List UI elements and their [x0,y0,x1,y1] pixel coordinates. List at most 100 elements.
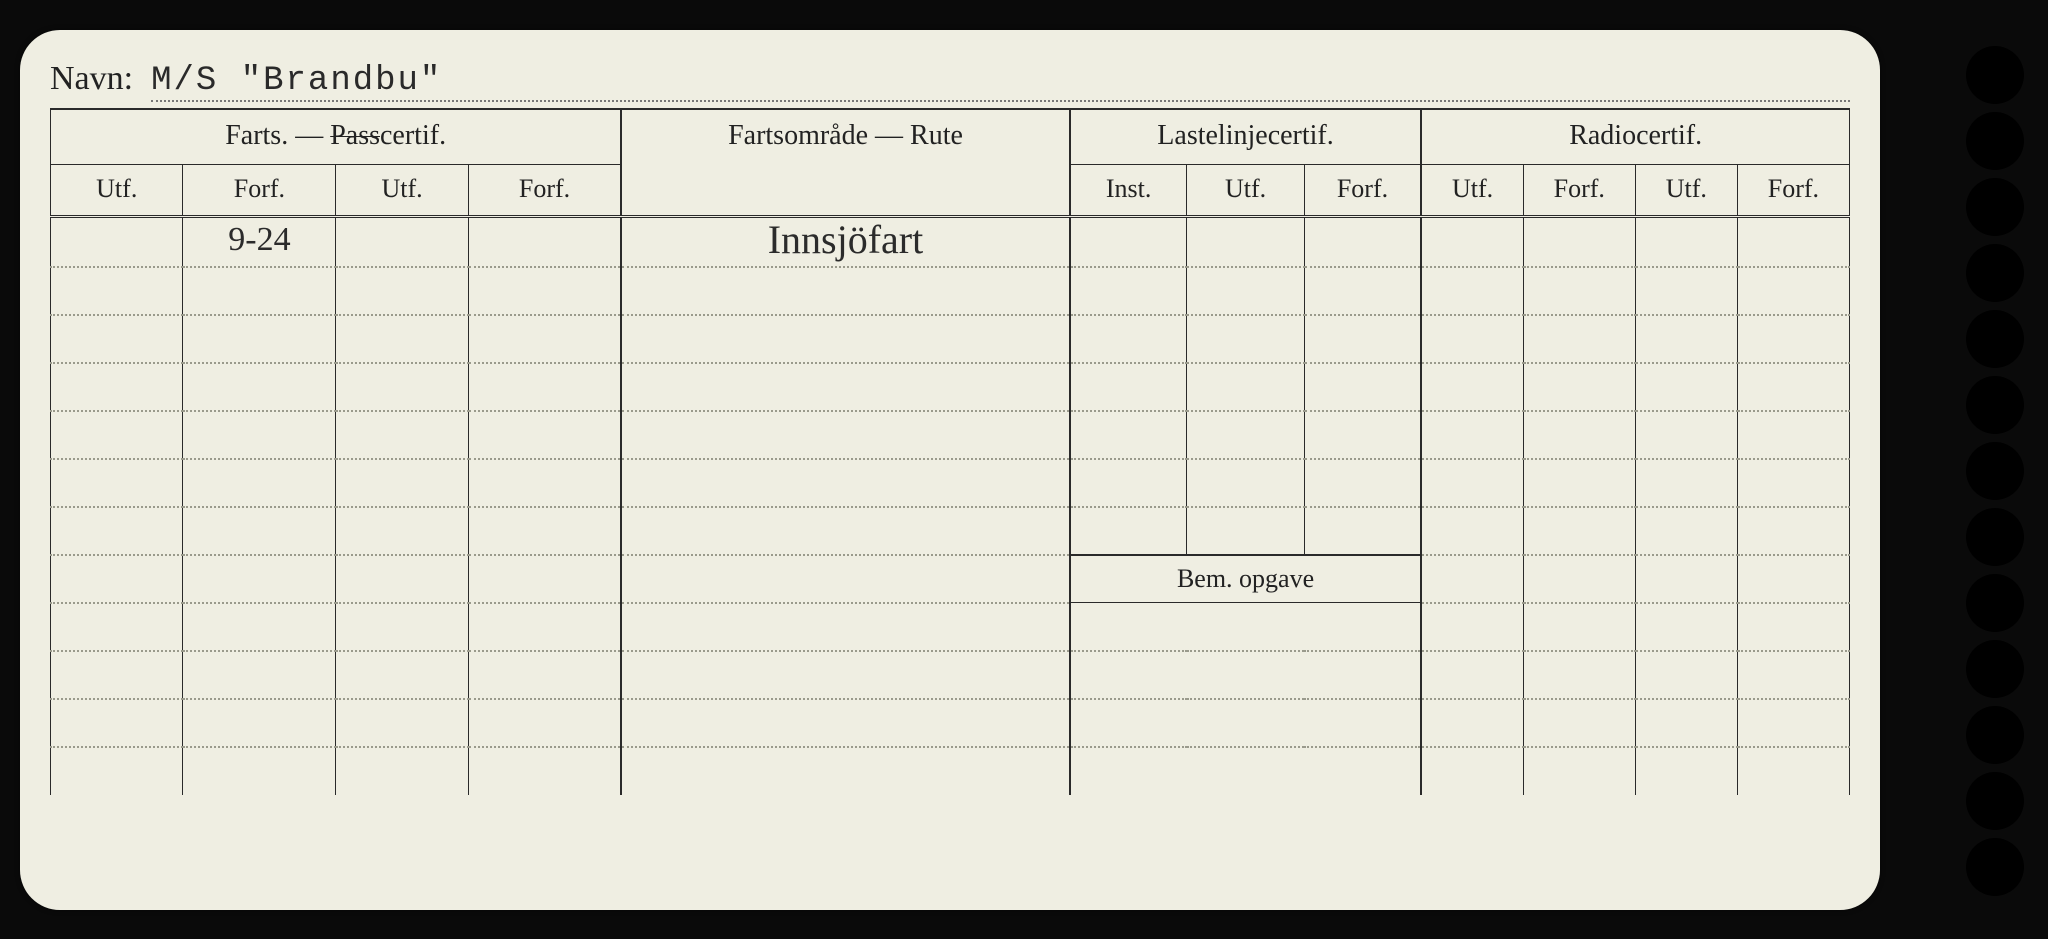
cell-radio-utf-a [1421,699,1523,747]
group-farts: Farts. — Passcertif. [51,110,622,164]
navn-label: Navn: [50,60,133,98]
binder-hole-icon [1966,310,2024,368]
cell-radio-forf-b [1737,267,1849,315]
sub-forf-1: Forf. [183,164,336,216]
cell-farts-utf-b [336,216,468,267]
table-row [51,603,1850,651]
cell-radio-forf-a [1523,411,1635,459]
cell-rute [621,363,1069,411]
cell-farts-utf-a [51,651,183,699]
cell-laste-inst [1070,363,1187,411]
cell-farts-forf-a [183,603,336,651]
cell-radio-forf-a [1523,459,1635,507]
cell-rute [621,747,1069,795]
cell-laste-forf [1304,507,1421,555]
cell-radio-utf-a [1421,459,1523,507]
cell-radio-forf-a [1523,699,1635,747]
cell-radio-forf-a [1523,216,1635,267]
cell-farts-forf-a [183,507,336,555]
cell-laste-inst [1070,507,1187,555]
cell-farts-utf-a [51,459,183,507]
navn-value: M/S "Brandbu" [151,62,1850,102]
cell-laste-inst [1070,267,1187,315]
cell-radio-forf-a [1523,747,1635,795]
sub-forf-2: Forf. [468,164,621,216]
cell-bem [1070,699,1422,747]
cell-bem [1070,747,1422,795]
cell-farts-utf-a [51,699,183,747]
cell-radio-utf-a [1421,603,1523,651]
binder-hole-icon [1966,574,2024,632]
table-row [51,363,1850,411]
binder-hole-icon [1966,376,2024,434]
cell-rute [621,651,1069,699]
cell-radio-forf-b [1737,507,1849,555]
cell-farts-utf-b [336,363,468,411]
cell-laste-inst [1070,315,1187,363]
cell-farts-forf-b [468,363,621,411]
cell-farts-utf-b [336,555,468,603]
cell-farts-forf-a [183,315,336,363]
binder-hole-icon [1966,772,2024,830]
table-row [51,459,1850,507]
cell-laste-utf [1187,363,1304,411]
bem-opgave-header: Bem. opgave [1070,555,1422,603]
cell-rute [621,315,1069,363]
cell-radio-forf-b [1737,411,1849,459]
binder-holes [1966,46,2026,896]
cell-laste-inst [1070,411,1187,459]
cell-radio-forf-b [1737,363,1849,411]
cell-radio-utf-a [1421,747,1523,795]
group-laste: Lastelinjecertif. [1070,110,1422,164]
cell-laste-inst [1070,216,1187,267]
sub-utf-3: Utf. [1187,164,1304,216]
cell-farts-forf-a [183,459,336,507]
cell-farts-forf-a [183,267,336,315]
cell-farts-utf-b [336,267,468,315]
cell-farts-utf-a [51,603,183,651]
navn-row: Navn: M/S "Brandbu" [50,60,1850,110]
cell-farts-forf-b [468,699,621,747]
binder-hole-icon [1966,244,2024,302]
table-row [51,315,1850,363]
cell-radio-forf-a [1523,603,1635,651]
cell-radio-forf-b [1737,216,1849,267]
cell-farts-utf-b [336,603,468,651]
cell-farts-utf-a [51,747,183,795]
cell-radio-utf-b [1635,555,1737,603]
sub-forf-5: Forf. [1737,164,1849,216]
cell-rute [621,507,1069,555]
cell-radio-utf-b [1635,747,1737,795]
cell-laste-utf [1187,216,1304,267]
cell-farts-utf-a [51,315,183,363]
group-rute: Fartsområde — Rute [621,110,1069,216]
binder-hole-icon [1966,640,2024,698]
cell-radio-forf-b [1737,651,1849,699]
cell-farts-forf-b [468,747,621,795]
cell-laste-utf [1187,507,1304,555]
cell-farts-utf-a [51,363,183,411]
cell-radio-forf-a [1523,267,1635,315]
cell-laste-utf [1187,267,1304,315]
cell-farts-utf-b [336,411,468,459]
cell-radio-forf-b [1737,315,1849,363]
binder-hole-icon [1966,178,2024,236]
binder-hole-icon [1966,46,2024,104]
cell-farts-forf-b [468,315,621,363]
cell-radio-utf-a [1421,651,1523,699]
cell-radio-utf-a [1421,507,1523,555]
cell-radio-forf-b [1737,555,1849,603]
cell-rute [621,411,1069,459]
cell-radio-utf-b [1635,699,1737,747]
group-radio: Radiocertif. [1421,110,1849,164]
cell-radio-utf-a [1421,216,1523,267]
cell-radio-forf-b [1737,459,1849,507]
cell-laste-inst [1070,459,1187,507]
cell-radio-utf-b [1635,363,1737,411]
binder-hole-icon [1966,442,2024,500]
cell-farts-forf-b [468,555,621,603]
cell-farts-forf-b [468,267,621,315]
cell-farts-forf-b [468,411,621,459]
table-row: 9-24Innsjöfart [51,216,1850,267]
table-row [51,747,1850,795]
